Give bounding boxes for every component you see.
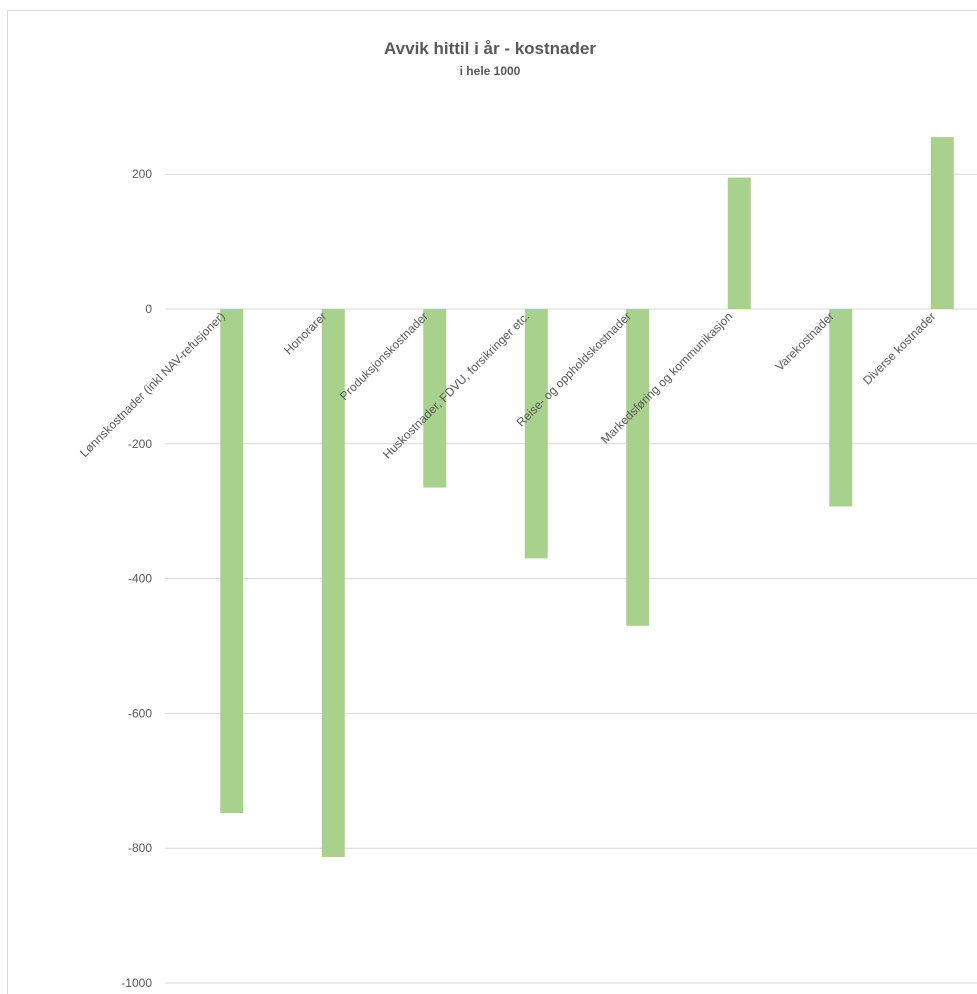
bar [220, 309, 244, 814]
bar [829, 309, 853, 507]
bar [727, 177, 751, 309]
bars [220, 137, 954, 857]
x-category-label: Diverse kostnader [860, 309, 938, 387]
bar [524, 309, 548, 559]
chart-frame-left-border [7, 10, 8, 994]
y-tick-label: -400 [128, 572, 152, 586]
bar [321, 309, 345, 857]
y-tick-label: -800 [128, 841, 152, 855]
y-tick-label: 0 [145, 302, 152, 316]
chart-frame-top-border [7, 10, 977, 11]
chart-title: Avvik hittil i år - kostnader [384, 39, 596, 58]
x-category-label: Varekostnader [772, 309, 836, 373]
bar [423, 309, 447, 488]
bar [930, 137, 954, 309]
y-axis-tick-labels: -1000 -800 -600 -400 -200 0 200 [121, 167, 152, 990]
x-category-label: Produksjonskostnader [337, 309, 431, 403]
x-category-label: Lønnskostnader (inkl NAV-refusjoner) [77, 309, 228, 460]
bar [626, 309, 650, 626]
x-axis-category-labels: Lønnskostnader (inkl NAV-refusjoner) Hono… [77, 309, 938, 461]
y-tick-label: -1000 [121, 976, 152, 990]
y-tick-label: -600 [128, 706, 152, 720]
y-tick-label: -200 [128, 437, 152, 451]
chart-subtitle: i hele 1000 [460, 64, 521, 78]
y-tick-label: 200 [132, 167, 152, 181]
gridlines [165, 173, 977, 984]
